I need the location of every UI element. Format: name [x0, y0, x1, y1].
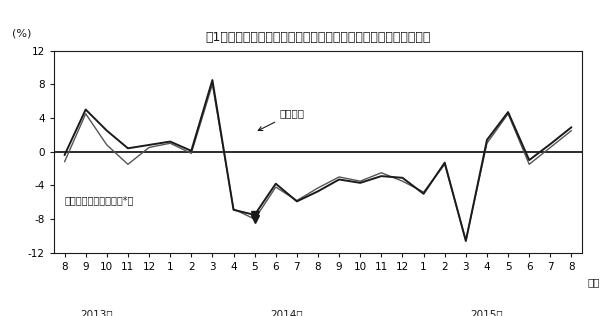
Text: 消費支出（除く住居等*）: 消費支出（除く住居等*） [65, 196, 134, 205]
Text: 2013年: 2013年 [80, 309, 113, 316]
Text: （月）: （月） [587, 277, 600, 287]
Title: 図1　消費支出の対前年同月実質増減率の推移（二人以上の世帯）: 図1 消費支出の対前年同月実質増減率の推移（二人以上の世帯） [205, 31, 431, 44]
Text: 消費支出: 消費支出 [258, 108, 305, 131]
Text: 2014年: 2014年 [270, 309, 302, 316]
Text: (%): (%) [12, 28, 31, 39]
Text: 2015年: 2015年 [470, 309, 503, 316]
